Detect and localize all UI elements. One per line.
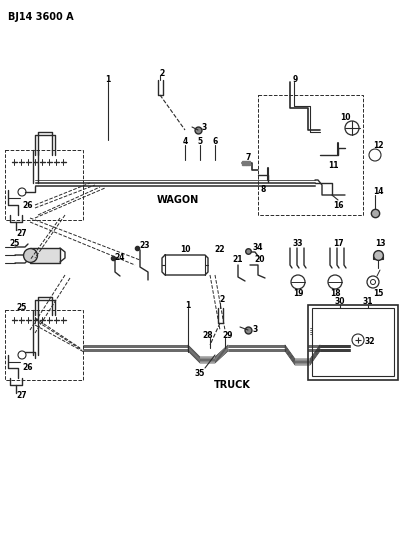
- Text: 2: 2: [160, 69, 164, 77]
- Text: 21: 21: [233, 255, 243, 264]
- Text: 1: 1: [105, 75, 111, 84]
- Bar: [258, 95, 363, 215]
- Text: 17: 17: [333, 238, 343, 247]
- Text: 19: 19: [293, 289, 303, 298]
- Text: 3: 3: [252, 326, 258, 335]
- Text: 30: 30: [335, 297, 345, 306]
- Bar: [373, 255, 383, 259]
- Text: 35: 35: [195, 368, 205, 377]
- Text: 27: 27: [17, 392, 27, 400]
- Text: 11: 11: [328, 160, 338, 169]
- Text: 13: 13: [375, 238, 385, 247]
- Text: 27: 27: [17, 229, 27, 238]
- Bar: [5, 150, 83, 220]
- Text: 33: 33: [293, 238, 303, 247]
- Text: 8: 8: [260, 185, 266, 195]
- Text: TRUCK: TRUCK: [213, 380, 250, 390]
- Text: 15: 15: [373, 289, 383, 298]
- Text: 16: 16: [333, 200, 343, 209]
- Text: 10: 10: [340, 112, 350, 122]
- Text: 26: 26: [23, 364, 33, 373]
- Text: 2: 2: [220, 295, 225, 304]
- Bar: [5, 310, 83, 380]
- Text: 26: 26: [23, 200, 33, 209]
- Text: 32: 32: [365, 337, 375, 346]
- Text: 29: 29: [223, 330, 233, 340]
- Text: 24: 24: [115, 253, 125, 262]
- Text: 23: 23: [140, 240, 150, 249]
- Text: WAGON: WAGON: [157, 195, 199, 205]
- Text: 20: 20: [255, 255, 265, 264]
- Text: 25: 25: [10, 238, 20, 247]
- Text: 25: 25: [17, 303, 27, 312]
- Text: 6: 6: [212, 138, 217, 147]
- Bar: [308, 305, 398, 380]
- Text: 22: 22: [215, 245, 225, 254]
- Text: 31: 31: [363, 297, 373, 306]
- Text: 3: 3: [201, 124, 207, 133]
- Text: 34: 34: [253, 243, 263, 252]
- Text: 5: 5: [198, 138, 202, 147]
- Text: 14: 14: [373, 188, 383, 197]
- Text: 9: 9: [292, 75, 298, 84]
- Text: 10: 10: [180, 245, 190, 254]
- Text: 28: 28: [202, 330, 213, 340]
- Text: 18: 18: [330, 289, 340, 298]
- Text: BJ14 3600 A: BJ14 3600 A: [8, 12, 74, 22]
- Text: 12: 12: [373, 141, 383, 149]
- Bar: [312, 308, 394, 376]
- Text: 4: 4: [182, 138, 188, 147]
- Bar: [30, 248, 60, 263]
- Text: 7: 7: [245, 152, 251, 161]
- Text: 1: 1: [185, 301, 191, 310]
